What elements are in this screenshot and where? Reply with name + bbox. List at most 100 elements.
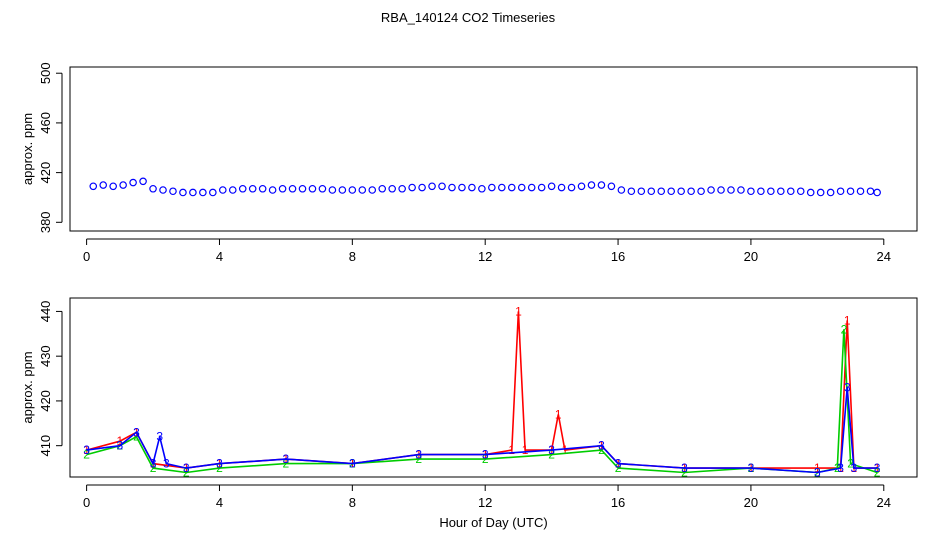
data-point — [408, 183, 416, 192]
x-tick-label: 8 — [349, 249, 356, 264]
data-point — [129, 178, 137, 187]
series-label-2: 2 — [415, 452, 422, 466]
x-tick-label: 24 — [877, 495, 891, 510]
data-point — [607, 182, 616, 191]
x-tick-label: 20 — [744, 495, 758, 510]
data-point — [677, 187, 685, 196]
y-tick-label: 420 — [38, 390, 53, 412]
series-label-2: 2 — [216, 461, 223, 475]
series-label-1: 1 — [515, 304, 522, 318]
series-label-3: 3 — [216, 457, 223, 471]
series-label-3: 3 — [133, 425, 140, 439]
data-point — [786, 187, 795, 196]
series-label-2: 2 — [548, 448, 555, 462]
series-label-3: 3 — [844, 381, 851, 395]
series-label-2: 2 — [133, 430, 140, 444]
data-point — [398, 184, 406, 193]
data-point — [826, 188, 835, 197]
data-point — [567, 183, 576, 192]
data-point — [298, 184, 307, 193]
series-label-2: 2 — [874, 466, 881, 480]
series-label-3: 3 — [415, 448, 422, 462]
series-label-3: 3 — [156, 430, 163, 444]
data-point — [308, 184, 317, 193]
data-point — [478, 184, 486, 193]
data-point — [873, 188, 881, 197]
series-label-2: 2 — [681, 466, 688, 480]
data-point — [268, 186, 277, 194]
data-point — [238, 184, 247, 193]
series-label-3: 3 — [814, 466, 821, 480]
data-point — [248, 184, 257, 193]
series-label-3: 3 — [615, 457, 622, 471]
data-point — [707, 186, 715, 194]
series-label-1: 1 — [562, 443, 569, 457]
data-point — [159, 186, 167, 194]
series-label-2: 2 — [183, 466, 190, 480]
series-label-3: 3 — [183, 461, 190, 475]
data-point — [428, 182, 436, 191]
data-point — [577, 182, 586, 191]
x-tick-label: 0 — [83, 495, 90, 510]
data-point — [438, 182, 446, 191]
x-tick-label: 0 — [83, 249, 90, 264]
data-point — [328, 186, 337, 194]
x-axis-label: Hour of Day (UTC) — [439, 515, 547, 530]
series-label-2: 2 — [841, 322, 848, 336]
series-label-3: 3 — [83, 443, 90, 457]
data-point — [816, 188, 825, 197]
data-point — [228, 186, 237, 194]
data-point — [109, 182, 117, 191]
y-tick-label: 420 — [38, 162, 53, 184]
data-point — [348, 186, 357, 194]
series-label-3: 3 — [349, 457, 356, 471]
series-label-3: 3 — [548, 443, 555, 457]
data-point — [468, 183, 476, 192]
data-point — [318, 184, 327, 193]
y-tick-label: 500 — [38, 62, 53, 84]
data-point — [258, 184, 267, 193]
data-point — [139, 177, 147, 186]
series-label-1: 1 — [116, 434, 123, 448]
data-point — [278, 184, 287, 193]
top-panel-axes: 0 4 8 12 16 20 24 380 420 460 500 — [38, 62, 891, 264]
series-label-1: 1 — [874, 461, 881, 475]
top-y-axis-label: approx. ppm — [20, 113, 35, 185]
data-point — [199, 188, 207, 197]
data-point — [547, 182, 556, 191]
series-label-3: 3 — [748, 461, 755, 475]
data-point — [498, 183, 506, 192]
series-label-3: 3 — [283, 452, 290, 466]
data-point — [358, 186, 367, 194]
data-point — [627, 187, 636, 196]
series-label-1: 1 — [814, 461, 821, 475]
data-point — [777, 187, 785, 196]
data-point — [856, 187, 865, 196]
series-line-3 — [86, 387, 878, 474]
top-panel: 0 4 8 12 16 20 24 380 420 460 500 approx. ppm — [20, 62, 918, 264]
data-point — [846, 187, 855, 196]
x-tick-label: 20 — [744, 249, 758, 264]
series-line-1 — [86, 311, 878, 469]
series-label-3: 3 — [163, 457, 170, 471]
x-tick-label: 12 — [478, 249, 492, 264]
data-point — [517, 183, 526, 192]
data-point — [189, 188, 197, 197]
data-point — [537, 183, 546, 192]
data-point — [288, 184, 297, 193]
data-point — [617, 186, 626, 194]
data-point — [667, 187, 676, 196]
series-label-2: 2 — [150, 461, 157, 475]
y-tick-label: 430 — [38, 345, 53, 367]
chart-title: RBA_140124 CO2 Timeseries — [381, 10, 556, 25]
data-point — [727, 186, 735, 194]
data-point — [757, 187, 765, 196]
data-point — [657, 187, 666, 196]
data-point — [866, 187, 875, 196]
data-point — [448, 183, 456, 192]
x-tick-label: 16 — [611, 495, 625, 510]
data-point — [179, 188, 187, 197]
data-point — [806, 188, 815, 197]
